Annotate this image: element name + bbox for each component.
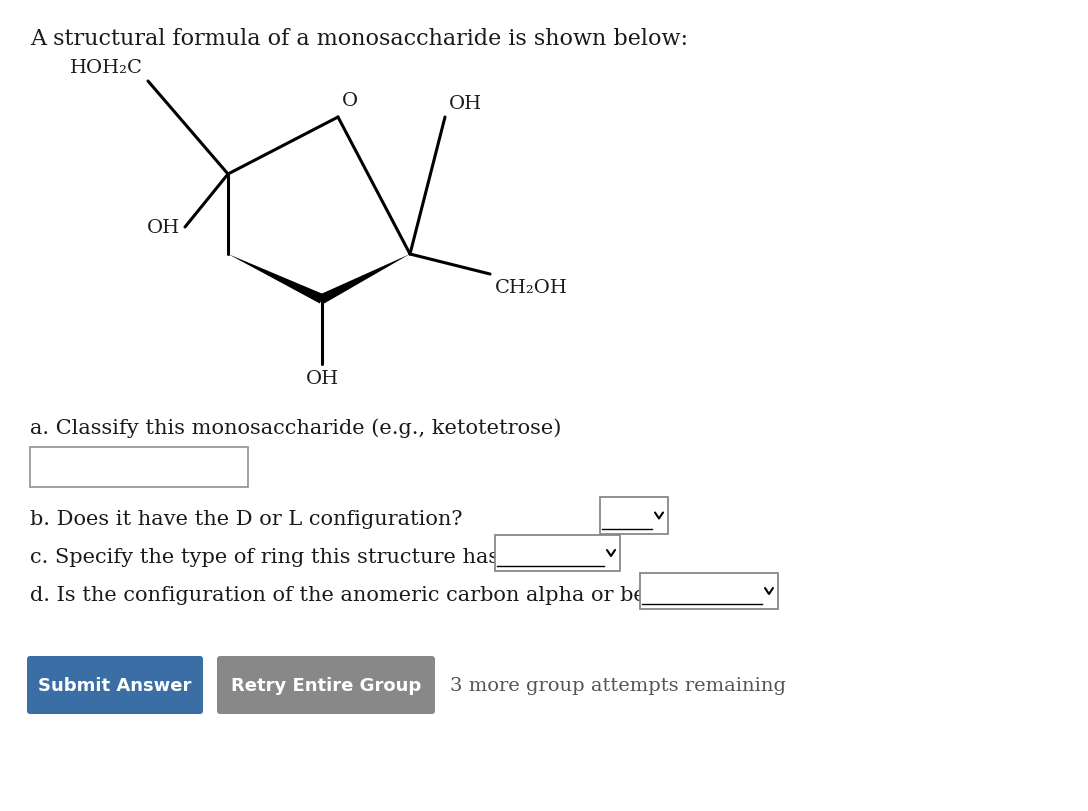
Bar (30, 448, 248, 487)
Polygon shape (320, 255, 410, 304)
Text: HOH₂C: HOH₂C (70, 59, 143, 77)
Bar (640, 573, 778, 609)
Text: O: O (342, 92, 358, 109)
FancyBboxPatch shape (27, 656, 203, 714)
Text: d. Is the configuration of the anomeric carbon alpha or beta?: d. Is the configuration of the anomeric … (30, 586, 678, 604)
Polygon shape (228, 255, 324, 304)
Text: b. Does it have the D or L configuration?: b. Does it have the D or L configuration… (30, 509, 462, 528)
Text: A structural formula of a monosaccharide is shown below:: A structural formula of a monosaccharide… (30, 28, 688, 50)
Text: CH₂OH: CH₂OH (495, 279, 568, 297)
Text: 3 more group attempts remaining: 3 more group attempts remaining (450, 676, 786, 694)
Text: a. Classify this monosaccharide (e.g., ketotetrose): a. Classify this monosaccharide (e.g., k… (30, 418, 561, 437)
Text: Submit Answer: Submit Answer (38, 676, 191, 694)
Text: OH: OH (306, 370, 338, 388)
Bar (495, 535, 620, 571)
Text: OH: OH (449, 95, 482, 113)
Bar (599, 497, 668, 534)
Text: Retry Entire Group: Retry Entire Group (231, 676, 421, 694)
Text: OH: OH (147, 219, 180, 237)
Text: c. Specify the type of ring this structure has.: c. Specify the type of ring this structu… (30, 547, 506, 566)
FancyBboxPatch shape (217, 656, 435, 714)
